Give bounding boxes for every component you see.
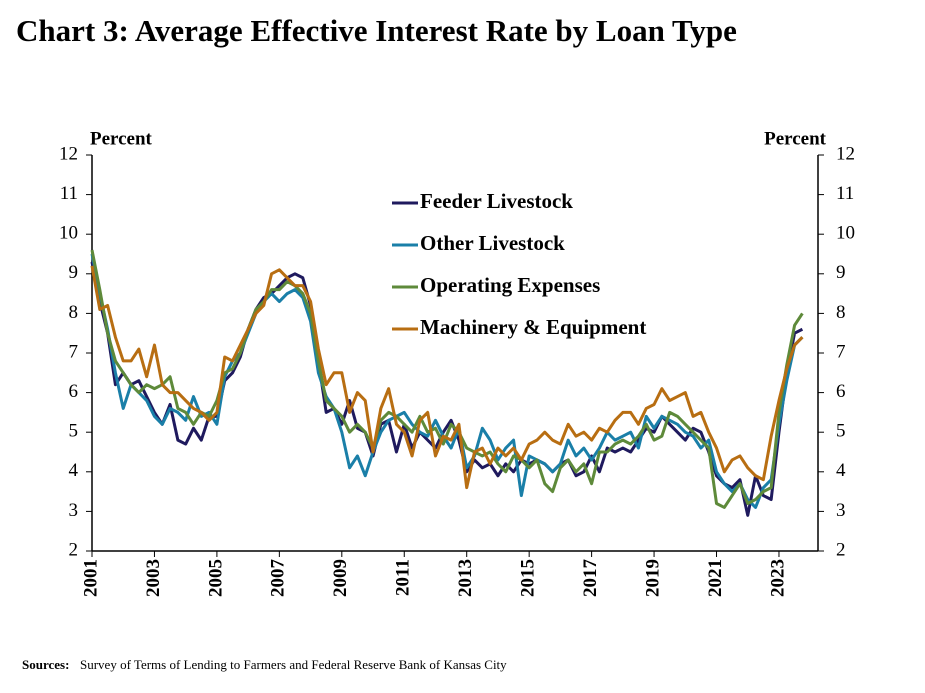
y2-tick-label: 10 [836,223,855,244]
y-tick-label: 10 [59,223,78,244]
y-tick-label: 6 [69,381,79,402]
y2-tick-label: 5 [836,421,846,442]
y-tick-label: 2 [69,539,79,560]
series-line [90,265,804,490]
y-tick-label: 9 [69,262,79,283]
y2-tick-label: 12 [836,143,855,164]
series-line [90,249,804,509]
x-tick-label: 2015 [518,559,539,597]
x-tick-label: 2005 [205,559,226,597]
legend-label: Operating Expenses [420,273,600,297]
x-tick-label: 2003 [143,559,164,597]
x-tick-label: 2001 [80,559,101,597]
x-tick-label: 2011 [393,559,414,596]
source-label: Sources: [22,657,69,672]
y2-tick-label: 6 [836,381,846,402]
x-tick-label: 2009 [330,559,351,597]
chart-title: Chart 3: Average Effective Interest Rate… [16,13,737,48]
source: Survey of Terms of Lending to Farmers an… [80,657,507,672]
y-tick-label: 8 [69,302,79,323]
y2-tick-label: 3 [836,500,846,521]
y-axis-label: Percent [90,128,153,149]
y2-tick-label: 9 [836,262,846,283]
x-tick-label: 2013 [455,559,476,597]
y2-tick-label: 11 [836,183,854,204]
x-tick-label: 2007 [268,559,289,598]
y-tick-label: 12 [59,143,78,164]
x-tick-label: 2017 [580,559,601,598]
legend-label: Other Livestock [420,231,565,255]
x-tick-label: 2023 [767,559,788,597]
x-tick-label: 2019 [642,559,663,597]
y2-tick-label: 2 [836,539,846,560]
y-tick-label: 3 [69,500,79,521]
y-tick-label: 5 [69,421,79,442]
series-line [90,261,804,517]
y2-tick-label: 4 [836,460,846,481]
y-tick-label: 7 [69,341,79,362]
y2-tick-label: 7 [836,341,846,362]
y-tick-label: 11 [60,183,78,204]
legend-label: Feeder Livestock [420,189,573,213]
x-tick-label: 2021 [705,559,726,597]
y2-axis-label: Percent [764,128,827,149]
legend-label: Machinery & Equipment [420,315,646,339]
y-tick-label: 4 [69,460,79,481]
y2-tick-label: 8 [836,302,846,323]
